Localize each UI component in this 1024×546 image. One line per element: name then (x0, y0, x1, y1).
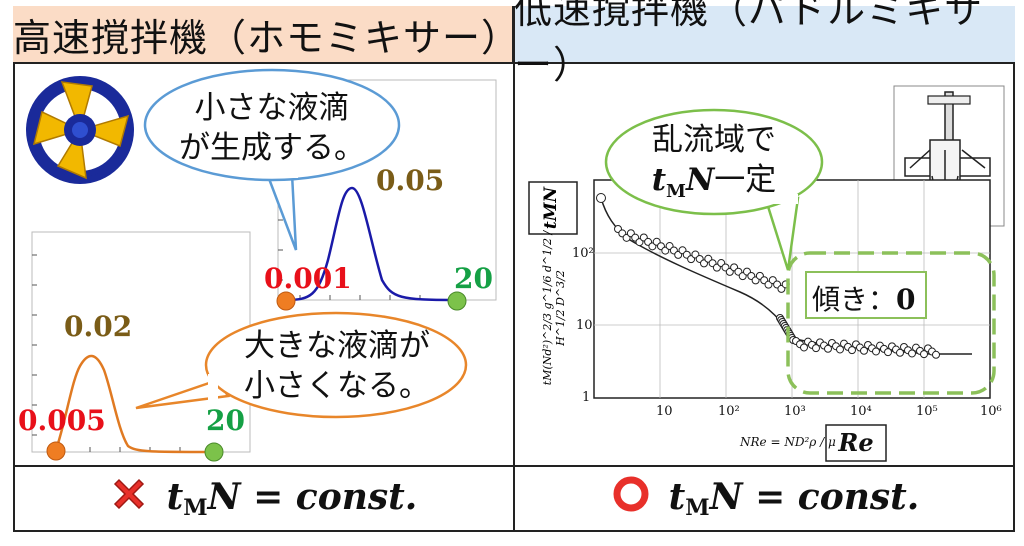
data-point (896, 348, 904, 357)
slope-label: 傾き：0 (812, 278, 916, 318)
x-tick-1: 10² (718, 404, 740, 419)
homomixer-rotor-icon (26, 76, 134, 184)
x-axis-label-box (825, 424, 887, 462)
data-point (596, 193, 606, 203)
y-tick-1: 10 (576, 318, 593, 333)
data-point (884, 348, 892, 357)
x-tick-5: 10⁶ (980, 404, 1002, 419)
x-axis-label: Re (838, 428, 874, 457)
bubble-turbulent-sub: M (666, 181, 686, 203)
data-point (848, 346, 856, 355)
top-curve-left-marker (276, 291, 296, 311)
bubble-small-droplets-shape (143, 68, 401, 251)
y-axis-label-box (528, 181, 578, 235)
y-axis-formula: tM(Nd²)^2/3 g^1/6 d^1/2 / H^1/2 D^3/2 (541, 230, 567, 386)
top-curve-right-label: 20 (454, 262, 493, 295)
eq-right-var: t (668, 476, 686, 518)
data-point (860, 346, 868, 355)
bubble-small-droplets-line1: 小さな液滴 (194, 90, 350, 126)
slope-label-text: 傾き： (812, 283, 897, 316)
data-point (920, 350, 928, 359)
x-axis-formula: NRe = ND²ρ / μ (740, 435, 836, 449)
circle-mark-icon (611, 474, 651, 523)
eq-left-rest: = const. (240, 476, 418, 518)
bubble-turbulent-shape (604, 108, 824, 271)
bubble-large-droplets-shape (135, 311, 468, 419)
top-distribution-curve (285, 186, 457, 302)
conclusion-high-speed: tMN = const. (13, 467, 513, 530)
bubble-turbulent-var: t (651, 162, 667, 198)
eq-right-var2: N (709, 476, 743, 518)
bottom-curve-left-label: 0.005 (18, 404, 106, 437)
data-point (800, 343, 808, 352)
y-tick-0: 10² (572, 246, 594, 261)
x-tick-4: 10⁵ (916, 404, 938, 419)
header-low-speed-mixer: 低速撹拌機（パドルミキサー） (514, 0, 1015, 87)
data-point (824, 344, 832, 353)
bubble-large-droplets: 大きな液滴が 小さくなる。 (232, 326, 442, 406)
top-curve-left-label: 0.001 (264, 262, 352, 295)
eq-right-rest: = const. (742, 476, 920, 518)
eq-left-sub: M (183, 495, 208, 521)
conclusion-low-speed: tMN = const. (515, 467, 1015, 530)
bubble-large-droplets-line1: 大きな液滴が (244, 328, 430, 364)
bottom-curve-peak-label: 0.02 (64, 310, 133, 343)
header-high-speed-mixer: 高速撹拌機（ホモミキサー） (13, 6, 519, 64)
top-curve-right-marker (447, 291, 467, 311)
y-tick-2: 1 (582, 390, 590, 405)
bottom-curve-right-marker (204, 442, 224, 462)
top-curve-peak-label: 0.05 (376, 164, 445, 197)
conclusion-high-speed-equation: tMN = const. (167, 476, 418, 521)
bubble-turbulent-line1: 乱流域で (652, 122, 776, 158)
data-point (812, 344, 820, 353)
eq-left-var: t (166, 476, 184, 518)
eq-right-sub: M (685, 495, 710, 521)
mixing-time-data-points (596, 193, 940, 359)
conclusion-low-speed-equation: tMN = const. (669, 476, 920, 521)
bubble-turbulent-var2: N (685, 162, 715, 198)
bottom-distribution-chart (31, 231, 251, 462)
data-point (932, 350, 940, 359)
bubble-small-droplets-line2: が生成する。 (179, 130, 365, 166)
x-tick-2: 10³ (784, 404, 806, 419)
bottom-curve-left-marker (46, 441, 66, 461)
data-point (872, 347, 880, 356)
bubble-turbulent: 乱流域で tMN一定 (618, 120, 810, 212)
data-point (836, 345, 844, 354)
cross-mark-icon (109, 474, 149, 523)
bottom-curve-right-label: 20 (206, 404, 245, 437)
x-tick-0: 10 (656, 404, 673, 419)
bubble-turbulent-line2: tMN一定 (618, 160, 810, 212)
mixing-time-plot: 10 10² 10³ 10⁴ 10⁵ 10⁶ 10² 10 1 (528, 179, 1002, 462)
slope-region-box (786, 251, 996, 395)
bottom-distribution-curve (54, 354, 215, 454)
eq-left-var2: N (207, 476, 241, 518)
bubble-small-droplets: 小さな液滴 が生成する。 (170, 88, 374, 168)
bubble-large-droplets-line2: 小さくなる。 (244, 368, 430, 404)
slope-label-box (805, 271, 927, 319)
x-tick-3: 10⁴ (850, 404, 872, 419)
data-point (908, 349, 916, 358)
bubble-turbulent-rest: 一定 (714, 162, 777, 198)
horizontal-divider (13, 465, 1015, 467)
slope-value: 0 (896, 283, 916, 316)
vertical-divider (513, 6, 515, 532)
